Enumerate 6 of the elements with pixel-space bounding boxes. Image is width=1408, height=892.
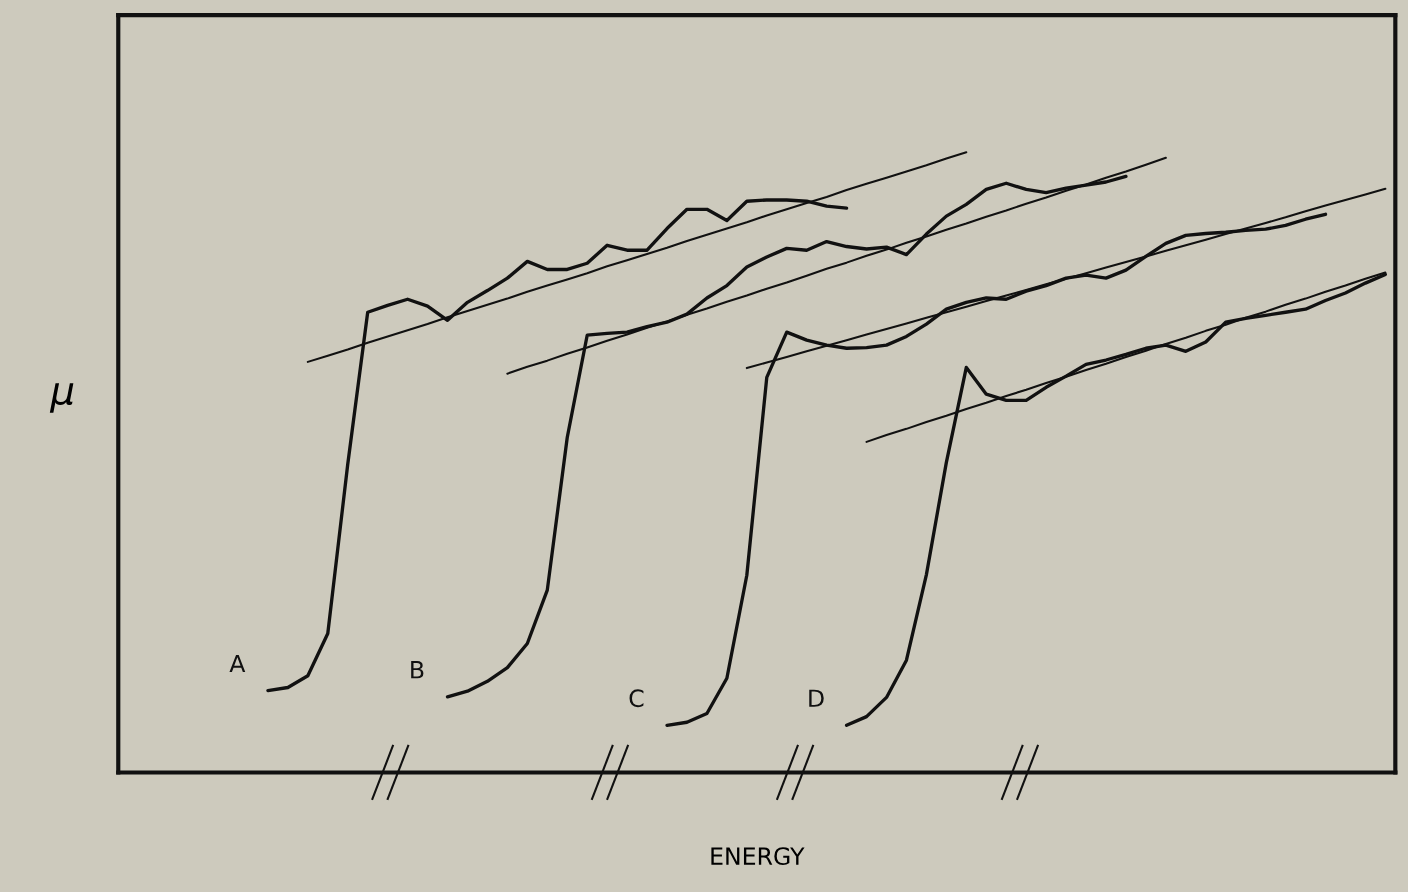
series-label: C	[629, 689, 644, 708]
series-label: A	[229, 654, 246, 673]
series-label: D	[809, 689, 824, 707]
series-label: B	[411, 661, 424, 679]
y-axis-title: μ	[49, 383, 74, 413]
x-axis-title: ENERGY	[711, 847, 805, 866]
